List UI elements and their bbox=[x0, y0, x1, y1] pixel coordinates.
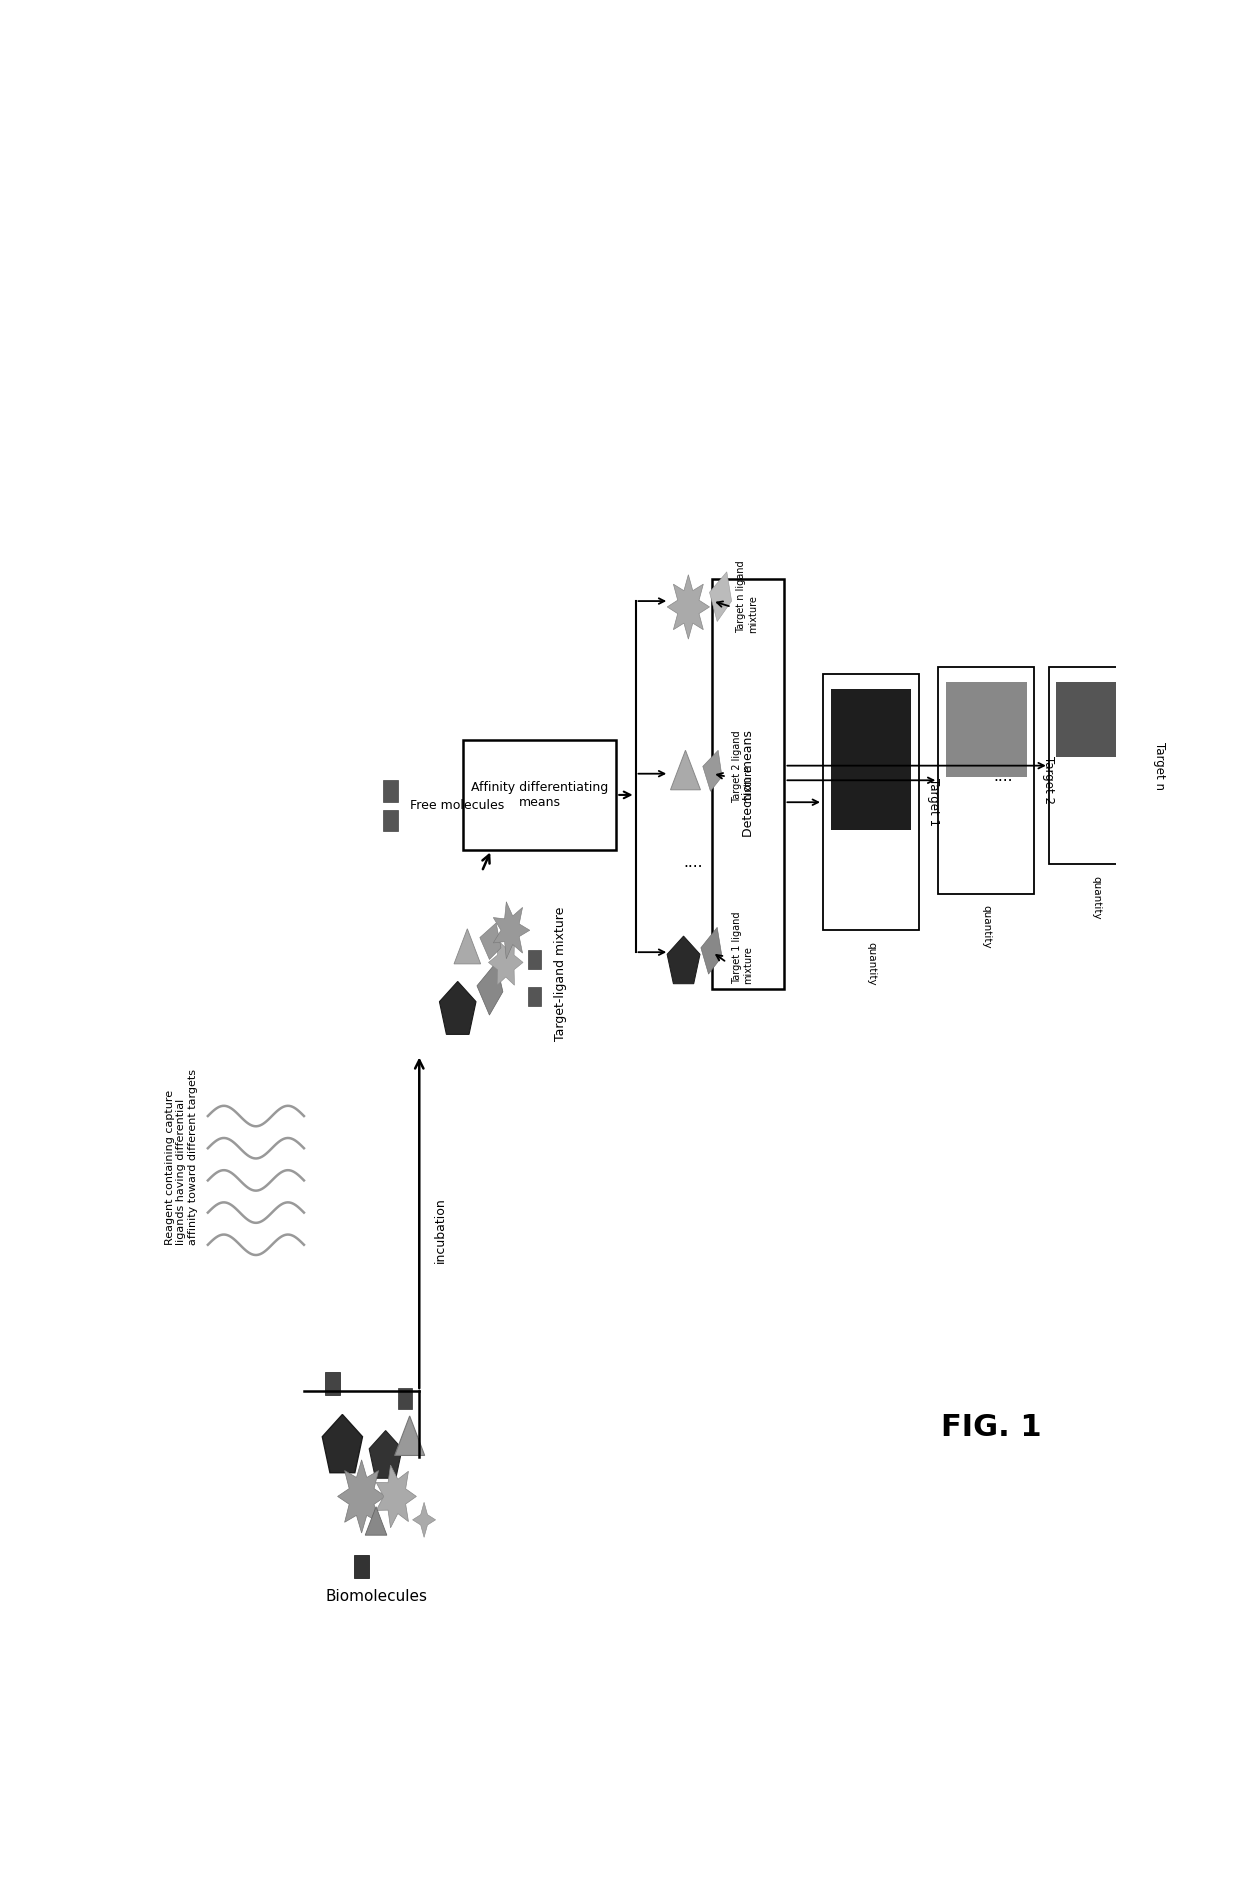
Bar bbox=[353, 1554, 370, 1579]
Text: Target-ligand mixture: Target-ligand mixture bbox=[554, 906, 567, 1041]
FancyBboxPatch shape bbox=[939, 667, 1034, 893]
Bar bbox=[325, 1372, 341, 1395]
Polygon shape bbox=[703, 750, 722, 790]
FancyBboxPatch shape bbox=[712, 580, 785, 988]
Text: FIG. 1: FIG. 1 bbox=[941, 1414, 1042, 1442]
Text: Target n ligand
mixture: Target n ligand mixture bbox=[737, 560, 758, 633]
Polygon shape bbox=[667, 937, 701, 984]
Bar bbox=[528, 986, 541, 1005]
Polygon shape bbox=[439, 982, 476, 1034]
Text: Reagent containing capture
ligands having differential
affinity toward different: Reagent containing capture ligands havin… bbox=[165, 1070, 198, 1244]
Text: quantity: quantity bbox=[866, 942, 875, 986]
Polygon shape bbox=[480, 923, 501, 960]
Polygon shape bbox=[413, 1503, 435, 1537]
Text: Free molecules: Free molecules bbox=[409, 800, 503, 813]
Polygon shape bbox=[337, 1459, 386, 1533]
Text: Target 2: Target 2 bbox=[1042, 756, 1055, 804]
Text: incubation: incubation bbox=[434, 1197, 446, 1264]
Polygon shape bbox=[376, 1465, 417, 1528]
Polygon shape bbox=[489, 940, 523, 986]
Polygon shape bbox=[370, 1431, 402, 1478]
FancyBboxPatch shape bbox=[463, 741, 616, 849]
FancyBboxPatch shape bbox=[823, 674, 919, 931]
Text: ....: .... bbox=[993, 770, 1013, 785]
Text: quantity: quantity bbox=[1091, 876, 1102, 920]
Polygon shape bbox=[366, 1507, 387, 1535]
Bar bbox=[831, 690, 911, 830]
Text: ....: .... bbox=[683, 855, 703, 870]
Polygon shape bbox=[667, 574, 709, 638]
Polygon shape bbox=[394, 1416, 424, 1455]
Bar bbox=[383, 809, 398, 832]
Bar bbox=[946, 682, 1027, 777]
Text: Biomolecules: Biomolecules bbox=[325, 1588, 427, 1604]
Polygon shape bbox=[671, 750, 701, 790]
Bar bbox=[1056, 682, 1137, 756]
Bar bbox=[528, 950, 541, 969]
Text: Affinity differentiating
means: Affinity differentiating means bbox=[471, 781, 608, 809]
Polygon shape bbox=[709, 572, 732, 621]
Text: quantity: quantity bbox=[981, 906, 991, 948]
Polygon shape bbox=[701, 927, 722, 975]
Polygon shape bbox=[322, 1414, 362, 1472]
Text: Detection means: Detection means bbox=[742, 730, 755, 838]
FancyBboxPatch shape bbox=[1049, 667, 1145, 864]
Text: Target 1 ligand
mixture: Target 1 ligand mixture bbox=[732, 912, 753, 984]
Text: Target 1: Target 1 bbox=[926, 779, 940, 826]
Bar bbox=[398, 1389, 412, 1408]
Polygon shape bbox=[454, 929, 481, 963]
Bar bbox=[383, 781, 398, 802]
Text: Target 2 ligand
mixture: Target 2 ligand mixture bbox=[732, 730, 753, 802]
Text: Target n: Target n bbox=[1152, 741, 1166, 790]
Polygon shape bbox=[477, 963, 503, 1015]
Polygon shape bbox=[494, 902, 529, 960]
